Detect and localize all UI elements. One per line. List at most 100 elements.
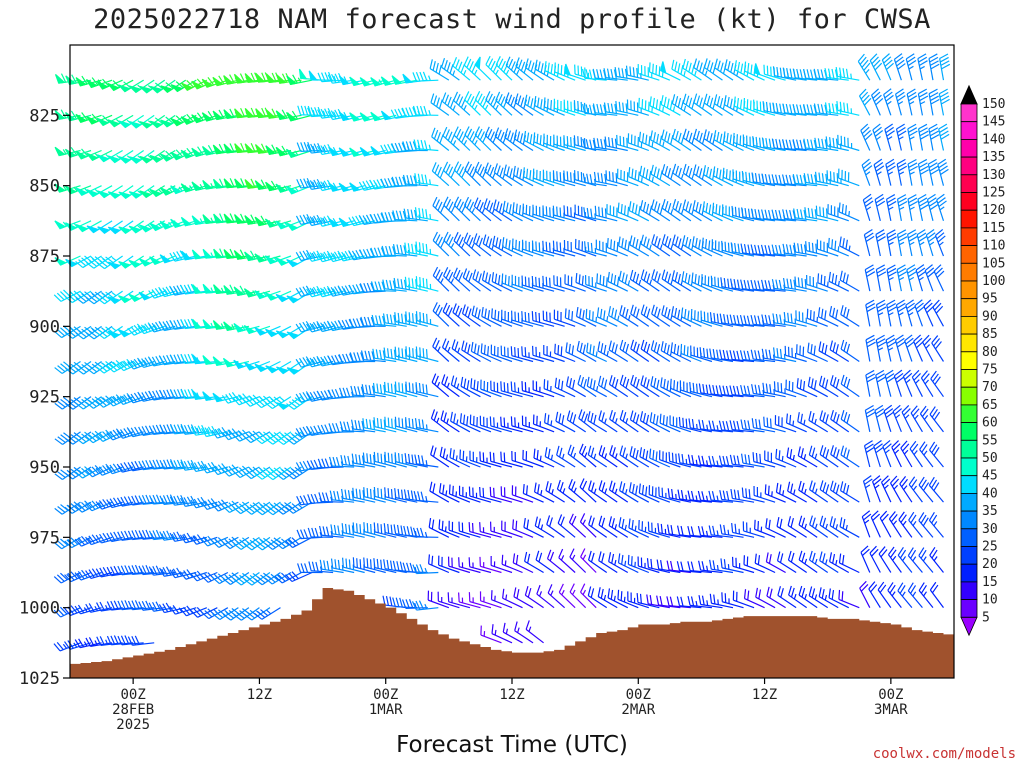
wind-barb — [430, 409, 450, 433]
wind-barb — [926, 193, 939, 221]
wind-barb — [739, 350, 765, 363]
wind-barb — [638, 131, 660, 152]
wind-barb — [661, 305, 681, 327]
wind-barb — [865, 369, 876, 397]
wind-barb — [618, 517, 639, 538]
wind-barb — [468, 522, 492, 538]
wind-barb — [546, 549, 565, 573]
wind-barb — [542, 310, 565, 327]
wind-barb — [874, 404, 885, 432]
wind-barb — [650, 130, 671, 152]
wind-barb — [254, 607, 281, 620]
wind-barb — [598, 515, 618, 538]
wind-barb — [403, 208, 428, 222]
wind-barb — [275, 536, 302, 550]
terrain-surface — [70, 587, 954, 678]
wind-barb — [180, 495, 207, 507]
wind-barb — [672, 199, 692, 222]
wind-barb — [505, 56, 523, 81]
wind-barb — [910, 405, 923, 433]
wind-barb — [870, 510, 881, 538]
colorbar-swatch — [960, 510, 978, 530]
wind-barb — [929, 581, 944, 609]
wind-barb — [893, 369, 905, 397]
wind-barb — [616, 134, 639, 152]
wind-barb — [731, 522, 755, 538]
wind-barb — [542, 240, 565, 257]
wind-barb — [363, 557, 386, 574]
wind-barb — [830, 445, 850, 468]
wind-barb — [349, 182, 376, 192]
y-axis: 825 850 875 900 925 950 975 1000 1025 — [19, 106, 70, 689]
wind-barb — [608, 552, 629, 574]
wind-barb — [815, 205, 839, 222]
wind-barb — [107, 149, 134, 164]
wind-barb — [524, 586, 544, 609]
wind-barb — [447, 556, 471, 574]
wind-barb — [295, 249, 323, 262]
wind-barb — [698, 595, 723, 609]
x-tick-label: 00Z — [626, 687, 651, 703]
wind-barb — [414, 173, 439, 187]
wind-barb — [808, 550, 829, 573]
colorbar-label: 85 — [982, 327, 998, 342]
wind-barb — [511, 450, 534, 468]
wind-barb — [483, 198, 502, 222]
colorbar-swatch — [960, 280, 978, 300]
wind-barb — [598, 445, 618, 468]
wind-barb — [760, 244, 786, 257]
wind-barb — [739, 314, 765, 327]
wind-barb — [729, 314, 755, 327]
wind-barb — [441, 57, 460, 81]
x-tick-label: 28FEB — [112, 702, 154, 718]
wind-barb — [501, 554, 523, 574]
wind-barb — [839, 481, 860, 503]
wind-barb — [464, 126, 481, 151]
wind-barb — [688, 418, 713, 433]
wind-barb — [95, 532, 123, 544]
wind-barb — [608, 480, 629, 503]
wind-barb — [782, 277, 807, 292]
wind-barb — [783, 311, 807, 327]
wind-barb — [608, 340, 629, 363]
wind-barb — [827, 204, 849, 222]
wind-barb — [342, 557, 365, 574]
wind-barb — [340, 488, 365, 503]
wind-barb — [468, 557, 492, 574]
wind-barb — [678, 416, 702, 433]
wind-barb — [829, 552, 850, 574]
wind-barb — [392, 597, 418, 609]
wind-barb — [462, 268, 481, 292]
wind-barb — [764, 484, 786, 503]
wind-barb — [877, 581, 892, 609]
wind-barb — [568, 513, 587, 538]
wind-barb — [917, 88, 929, 116]
wind-barb — [598, 410, 618, 433]
colorbar-swatch — [960, 528, 978, 547]
x-tick-label: 00Z — [878, 687, 903, 703]
colorbar-swatch — [960, 156, 978, 176]
wind-barb — [212, 392, 239, 403]
wind-barb — [567, 444, 587, 468]
wind-barb — [933, 264, 945, 292]
wind-barb — [96, 325, 123, 340]
wind-barb — [609, 445, 629, 468]
wind-barb — [545, 481, 565, 503]
wind-barb — [884, 123, 895, 151]
wind-barb — [307, 493, 334, 504]
wind-barb — [429, 59, 450, 81]
wind-barb — [373, 522, 397, 538]
wind-barb — [138, 564, 165, 576]
wind-barb — [719, 313, 744, 327]
wind-barb — [840, 305, 860, 327]
wind-barb — [554, 377, 576, 398]
wind-barb — [896, 194, 908, 221]
credit-link[interactable]: coolwx.com/models — [872, 746, 1016, 762]
wind-barb — [531, 275, 555, 292]
wind-barb — [708, 384, 734, 398]
wind-barb — [96, 114, 123, 127]
wind-barb — [413, 139, 439, 152]
wind-barb — [472, 269, 492, 292]
wind-barb — [264, 290, 292, 301]
wind-barb — [443, 267, 460, 292]
